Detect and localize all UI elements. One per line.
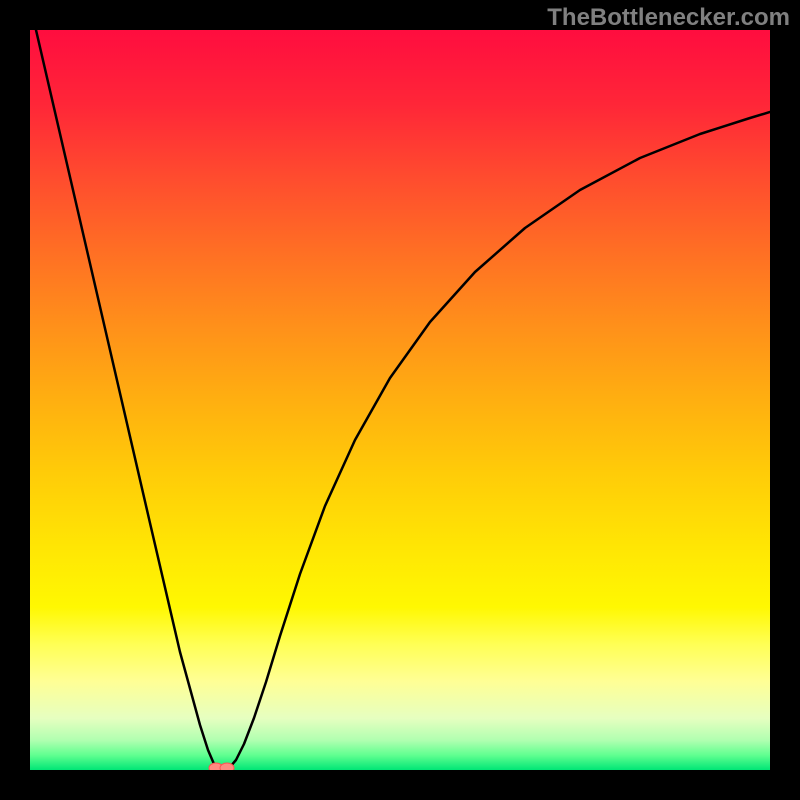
gradient-background: [30, 30, 770, 770]
chart-svg: [30, 30, 770, 770]
frame-bottom: [0, 770, 800, 800]
frame-right: [770, 0, 800, 800]
plot-area: [30, 30, 770, 770]
marker-dot-1: [220, 763, 234, 770]
watermark-text: TheBottlenecker.com: [547, 4, 790, 32]
frame-left: [0, 0, 30, 800]
